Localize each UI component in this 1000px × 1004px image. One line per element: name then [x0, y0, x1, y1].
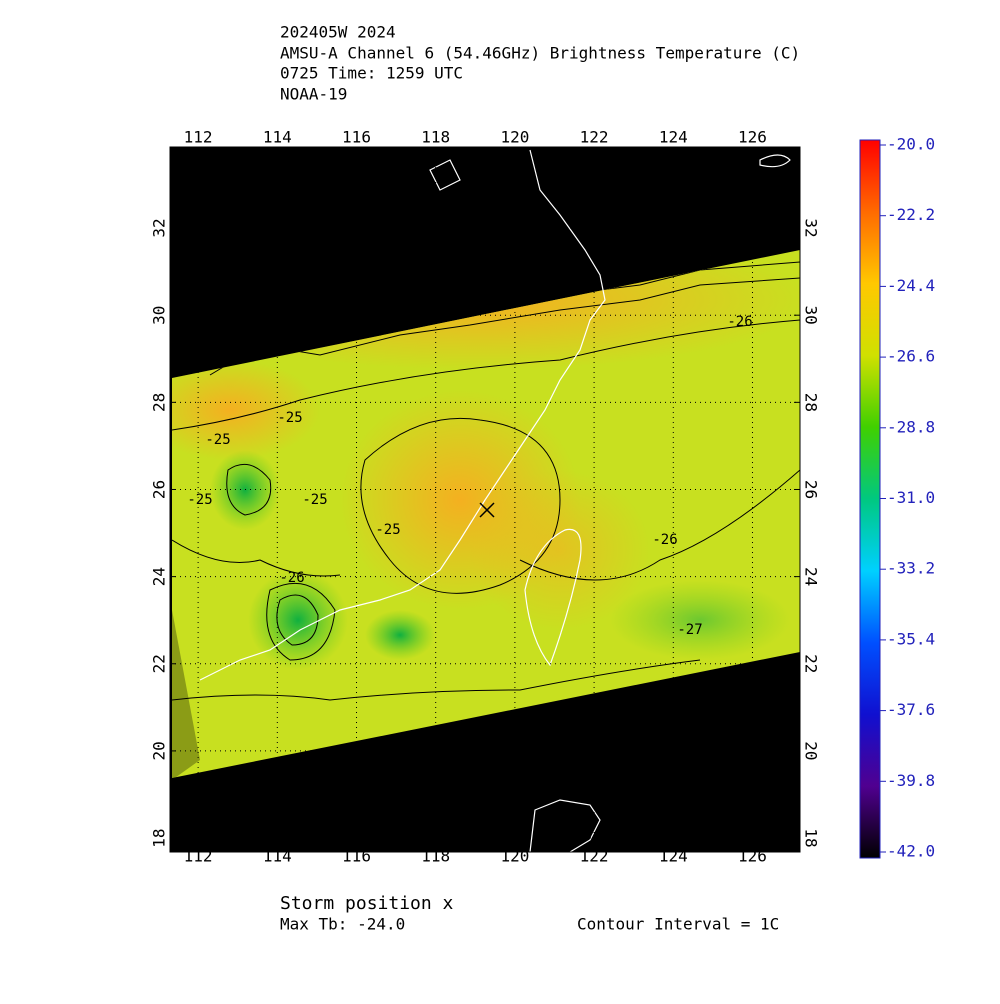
colorbar-label: -22.2	[887, 205, 935, 224]
contour-label: -26	[652, 532, 677, 548]
header-line: 202405W 2024	[280, 23, 396, 42]
header-line: NOAA-19	[280, 85, 347, 104]
lat-tick-label: 22	[802, 654, 821, 673]
contour-label: -25	[375, 522, 400, 538]
storm-marker	[479, 502, 495, 518]
lat-tick-label: 32	[802, 218, 821, 237]
lat-tick-label: 26	[802, 480, 821, 499]
colorbar-label: -39.8	[887, 771, 935, 790]
contour-label: -25	[277, 410, 302, 426]
colorbar-label: -35.4	[887, 629, 935, 648]
contour-interval: Contour Interval = 1C	[577, 915, 779, 934]
contour-label: -26	[279, 570, 304, 586]
colorbar-label: -24.4	[887, 276, 935, 295]
lon-tick-label: 118	[421, 847, 450, 866]
lon-tick-label: 124	[659, 847, 688, 866]
coastline	[199, 149, 791, 853]
contour-label: -25	[302, 492, 327, 508]
colorbar-ramp	[859, 139, 881, 859]
header: 202405W 2024 AMSU-A Channel 6 (54.46GHz)…	[280, 23, 800, 104]
lat-tick-label: 30	[802, 306, 821, 325]
colorbar-label: -33.2	[887, 559, 935, 578]
colorbar-label: -26.6	[887, 347, 935, 366]
footer: Storm position x Max Tb: -24.0 Contour I…	[280, 893, 779, 934]
lat-tick-label: 24	[802, 567, 821, 586]
contour-label: -27	[677, 622, 702, 638]
colorbar-label: -28.8	[887, 417, 935, 436]
colorbar-label: -37.6	[887, 700, 935, 719]
colorbar-label: -42.0	[887, 842, 935, 861]
storm-position: Storm position x	[280, 893, 454, 914]
lat-tick-label: 20	[802, 741, 821, 760]
lon-tick-label: 114	[263, 847, 292, 866]
lat-tick-label: 18	[150, 828, 169, 847]
lon-tick-label: 122	[580, 847, 609, 866]
lon-tick-label: 116	[342, 847, 371, 866]
max-tb: Max Tb: -24.0	[280, 915, 405, 934]
map: -25 -25 -25 -25 -25 -26 -26 -26 -27	[169, 146, 801, 853]
lon-tick-label: 112	[184, 847, 213, 866]
contour-labels: -25 -25 -25 -25 -25 -26 -26 -26 -27	[187, 314, 752, 638]
lat-tick-label: 24	[150, 567, 169, 586]
lat-tick-label: 28	[802, 393, 821, 412]
lon-tick-label: 118	[421, 128, 450, 147]
grid	[170, 147, 800, 852]
colorbar: -20.0 -22.2 -24.4 -26.6 -28.8 -31.0 -33.2 -35.4…	[859, 135, 935, 861]
lon-tick-label: 122	[580, 128, 609, 147]
contour-label: -25	[187, 492, 212, 508]
lat-tick-label: 20	[150, 741, 169, 760]
contour-label: -25	[205, 432, 230, 448]
lat-tick-label: 28	[150, 393, 169, 412]
lon-tick-label: 112	[184, 128, 213, 147]
lat-tick-label: 26	[150, 480, 169, 499]
contour-label: -26	[727, 314, 752, 330]
colorbar-label: -20.0	[887, 135, 935, 154]
lat-tick-label: 30	[150, 306, 169, 325]
header-line: AMSU-A Channel 6 (54.46GHz) Brightness T…	[280, 44, 800, 63]
colorbar-label: -31.0	[887, 488, 935, 507]
lat-tick-label: 32	[150, 218, 169, 237]
lat-tick-label: 22	[150, 654, 169, 673]
lon-tick-label: 120	[500, 128, 529, 147]
lon-tick-label: 124	[659, 128, 688, 147]
lon-tick-label: 114	[263, 128, 292, 147]
header-line: 0725 Time: 1259 UTC	[280, 64, 463, 83]
lon-tick-label: 126	[738, 128, 767, 147]
map-frame	[169, 146, 801, 853]
lon-tick-label: 126	[738, 847, 767, 866]
lon-tick-label: 116	[342, 128, 371, 147]
lat-tick-label: 18	[802, 828, 821, 847]
lon-tick-label: 120	[500, 847, 529, 866]
